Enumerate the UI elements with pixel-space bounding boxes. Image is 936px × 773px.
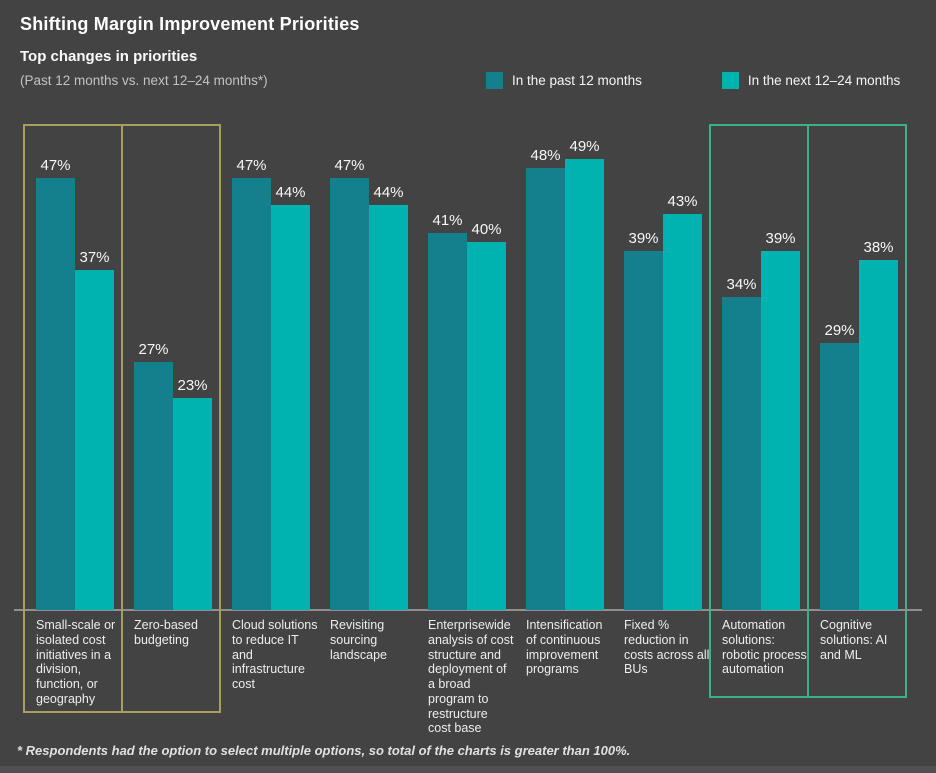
bar-value-label: 40% xyxy=(471,221,502,238)
bar-value-label: 44% xyxy=(275,184,306,202)
bar-column: 47% xyxy=(232,157,271,610)
bar-past-12-months xyxy=(330,177,369,610)
bar-value-label: 47% xyxy=(236,156,267,174)
category-label: Intensification of continuous improvemen… xyxy=(526,618,603,677)
bar-column: 27% xyxy=(134,341,173,610)
bar-column: 34% xyxy=(722,276,761,610)
bar-next-12-24-months xyxy=(173,398,212,610)
bar-group: 47% 44% Cloud solutions to reduce IT and i… xyxy=(226,130,318,720)
bar-next-12-24-months xyxy=(859,260,898,610)
bar-column: 37% xyxy=(75,249,114,610)
bar-past-12-months xyxy=(624,251,663,610)
bar-next-12-24-months xyxy=(663,214,702,610)
category-label: Cloud solutions to reduce IT and infrast… xyxy=(232,618,318,691)
bar-column: 44% xyxy=(369,184,408,610)
chart-header: Shifting Margin Improvement Priorities T… xyxy=(20,14,360,88)
bar-group: 34% 39% Automation solutions: robotic proc… xyxy=(709,124,809,720)
bar-past-12-months xyxy=(428,232,467,610)
bar-past-12-months xyxy=(232,177,271,610)
category-label: Cognitive solutions: AI and ML xyxy=(820,618,888,662)
bar-group: 48% 49% Intensification of continuous impr… xyxy=(520,130,610,720)
bar-past-12-months xyxy=(722,297,761,610)
bar-next-12-24-months xyxy=(75,269,114,610)
bar-column: 41% xyxy=(428,212,467,610)
bar-value-label: 38% xyxy=(863,239,894,257)
bar-groups: 47% 37% Small-scale or isolated cost initi… xyxy=(23,124,907,735)
bar-pair: 29% 38% xyxy=(814,130,904,610)
bar-past-12-months xyxy=(526,168,565,610)
bar-group: 29% 38% Cognitive solutions: AI and ML xyxy=(807,124,907,720)
bar-pair: 27% 23% xyxy=(128,130,218,610)
bar-value-label: 37% xyxy=(79,248,110,266)
bar-value-label: 43% xyxy=(667,193,698,211)
bar-value-label: 47% xyxy=(334,156,365,174)
bottom-strip xyxy=(0,766,936,773)
bar-column: 40% xyxy=(467,221,506,610)
legend-swatch-next-icon xyxy=(721,72,739,89)
bar-next-12-24-months xyxy=(467,242,506,610)
bar-value-label: 44% xyxy=(373,184,404,202)
bar-value-label: 39% xyxy=(765,230,796,248)
bar-group: 47% 37% Small-scale or isolated cost initi… xyxy=(23,124,123,720)
bar-chart: 47% 37% Small-scale or isolated cost initi… xyxy=(14,124,922,735)
bar-next-12-24-months xyxy=(271,205,310,610)
bar-pair: 47% 44% xyxy=(324,130,414,610)
footnote: * Respondents had the option to select m… xyxy=(17,743,631,758)
bar-column: 49% xyxy=(565,138,604,610)
period-note: (Past 12 months vs. next 12–24 months*) xyxy=(20,73,268,88)
bar-value-label: 41% xyxy=(432,211,463,229)
bar-value-label: 49% xyxy=(569,138,600,156)
legend-item-past: In the past 12 months xyxy=(486,72,642,89)
bar-pair: 41% 40% xyxy=(422,130,512,610)
chart-baseline xyxy=(14,609,922,611)
bar-column: 44% xyxy=(271,184,310,610)
legend-swatch-past-icon xyxy=(486,72,503,89)
bar-column: 43% xyxy=(663,193,702,610)
category-label: Revisiting sourcing landscape xyxy=(330,618,387,662)
bar-group: 39% 43% Fixed % reduction in costs across … xyxy=(618,130,710,720)
bar-value-label: 29% xyxy=(824,322,855,340)
legend-label-next: In the next 12–24 months xyxy=(747,73,901,88)
legend-label-past: In the past 12 months xyxy=(512,73,642,88)
chart-subtitle: Top changes in priorities xyxy=(20,48,198,65)
bar-pair: 47% 37% xyxy=(30,130,120,610)
bar-group: 47% 44% Revisiting sourcing landscape xyxy=(324,130,414,720)
bar-pair: 34% 39% xyxy=(716,130,806,610)
page-title: Shifting Margin Improvement Priorities xyxy=(20,14,360,34)
bar-column: 47% xyxy=(36,157,75,610)
bar-value-label: 23% xyxy=(177,377,208,395)
bar-next-12-24-months xyxy=(565,159,604,610)
bar-value-label: 48% xyxy=(530,147,561,165)
bar-value-label: 39% xyxy=(628,230,659,248)
category-label: Zero-based budgeting xyxy=(134,618,198,647)
bar-column: 23% xyxy=(173,377,212,610)
bar-column: 48% xyxy=(526,147,565,610)
bar-column: 39% xyxy=(624,230,663,610)
bar-column: 29% xyxy=(820,322,859,610)
bar-pair: 39% 43% xyxy=(618,130,708,610)
bar-column: 47% xyxy=(330,157,369,610)
legend-item-next: In the next 12–24 months xyxy=(721,72,901,89)
bar-next-12-24-months xyxy=(761,251,800,610)
legend: In the past 12 months In the next 12–24 … xyxy=(486,72,900,89)
bar-past-12-months xyxy=(134,361,173,610)
bar-group: 27% 23% Zero-based budgeting xyxy=(121,124,221,720)
bar-pair: 47% 44% xyxy=(226,130,316,610)
bar-column: 39% xyxy=(761,230,800,610)
category-label: Fixed % reduction in costs across all BU… xyxy=(624,618,710,677)
bar-past-12-months xyxy=(820,343,859,610)
bar-pair: 48% 49% xyxy=(520,130,610,610)
bar-value-label: 27% xyxy=(138,340,169,358)
bar-value-label: 47% xyxy=(40,156,71,174)
bar-value-label: 34% xyxy=(726,276,757,294)
category-label: Small-scale or isolated cost initiatives… xyxy=(36,618,116,706)
bar-next-12-24-months xyxy=(369,205,408,610)
category-label: Automation solutions: robotic process au… xyxy=(722,618,807,677)
bar-past-12-months xyxy=(36,177,75,610)
bar-column: 38% xyxy=(859,239,898,610)
category-label: Enterprisewide analysis of cost structur… xyxy=(428,618,514,736)
bar-group: 41% 40% Enterprisewide analysis of cost st… xyxy=(422,130,513,735)
